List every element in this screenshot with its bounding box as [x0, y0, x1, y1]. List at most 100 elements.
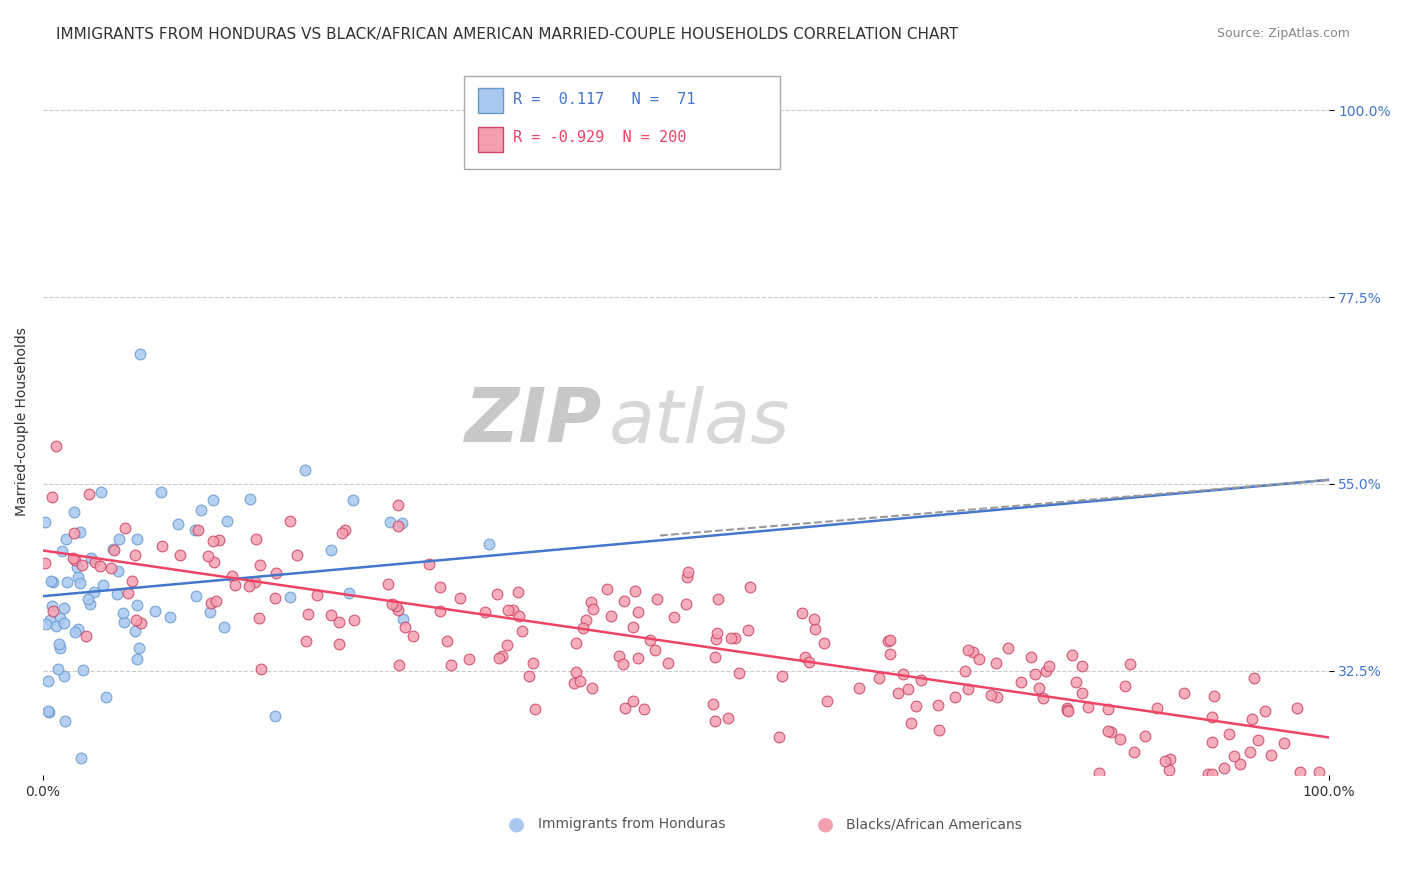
Point — [478, 537, 501, 551]
Point — [53, 714, 76, 728]
Point — [328, 637, 350, 651]
Point — [1056, 704, 1078, 718]
Point — [143, 604, 166, 618]
Point — [52, 601, 75, 615]
Point — [214, 620, 236, 634]
Point — [449, 591, 471, 605]
Point — [197, 549, 219, 564]
Point — [956, 643, 979, 657]
Point — [66, 560, 89, 574]
Point — [738, 580, 761, 594]
Point — [1019, 649, 1042, 664]
Point — [387, 498, 409, 512]
Point — [439, 657, 461, 672]
Point — [80, 551, 103, 566]
Point — [84, 555, 107, 569]
Point — [803, 611, 825, 625]
Point — [1032, 691, 1054, 706]
Text: ●: ● — [817, 814, 834, 834]
Point — [94, 690, 117, 705]
Point — [394, 620, 416, 634]
Point — [717, 711, 740, 725]
Point — [953, 664, 976, 678]
Point — [190, 503, 212, 517]
Point — [205, 593, 228, 607]
Point — [581, 681, 603, 695]
Point — [125, 652, 148, 666]
Point — [1202, 689, 1225, 703]
Point — [159, 610, 181, 624]
Point — [224, 577, 246, 591]
Point — [335, 524, 357, 538]
Point — [887, 686, 910, 700]
Point — [202, 533, 225, 548]
Point — [1260, 748, 1282, 763]
Text: ●: ● — [508, 814, 524, 834]
Point — [797, 655, 820, 669]
Point — [1133, 729, 1156, 743]
Point — [706, 591, 728, 606]
Point — [704, 632, 727, 647]
Point — [956, 681, 979, 696]
Point — [70, 558, 93, 573]
Point — [927, 698, 949, 712]
Point — [491, 648, 513, 663]
Point — [243, 574, 266, 589]
Point — [169, 548, 191, 562]
Point — [51, 543, 73, 558]
Point — [297, 607, 319, 621]
Point — [150, 485, 173, 500]
Point — [1077, 699, 1099, 714]
Point — [38, 705, 60, 719]
Point — [1229, 756, 1251, 771]
Point — [34, 516, 56, 530]
Point — [1114, 679, 1136, 693]
Point — [1285, 701, 1308, 715]
Point — [42, 604, 65, 618]
Point — [967, 652, 990, 666]
Point — [582, 601, 605, 615]
Point — [46, 662, 69, 676]
Point — [510, 624, 533, 639]
Point — [522, 657, 544, 671]
Point — [221, 569, 243, 583]
Point — [42, 575, 65, 590]
Point — [114, 521, 136, 535]
Point — [39, 574, 62, 588]
Point — [613, 594, 636, 608]
Point — [1119, 657, 1142, 671]
Point — [200, 596, 222, 610]
Text: Immigrants from Honduras: Immigrants from Honduras — [538, 817, 725, 831]
Point — [245, 533, 267, 547]
Point — [67, 622, 90, 636]
Point — [879, 632, 901, 647]
Point — [502, 603, 524, 617]
Point — [676, 570, 699, 584]
Point — [737, 624, 759, 638]
Point — [1173, 685, 1195, 699]
Point — [815, 694, 838, 708]
Point — [1028, 681, 1050, 695]
Point — [321, 543, 343, 558]
Point — [89, 558, 111, 573]
Point — [238, 579, 260, 593]
Point — [621, 694, 644, 708]
Point — [612, 657, 634, 672]
Point — [67, 570, 90, 584]
Text: Source: ZipAtlas.com: Source: ZipAtlas.com — [1216, 27, 1350, 40]
Point — [627, 651, 650, 665]
Point — [706, 626, 728, 640]
Point — [1253, 704, 1275, 718]
Point — [41, 599, 63, 613]
Point — [342, 613, 364, 627]
Point — [41, 490, 63, 504]
Point — [52, 669, 75, 683]
Point — [124, 549, 146, 563]
Point — [474, 606, 496, 620]
Y-axis label: Married-couple Households: Married-couple Households — [15, 327, 30, 516]
Point — [897, 681, 920, 696]
Point — [1243, 672, 1265, 686]
Point — [703, 714, 725, 729]
Point — [565, 665, 588, 680]
Point — [247, 611, 270, 625]
